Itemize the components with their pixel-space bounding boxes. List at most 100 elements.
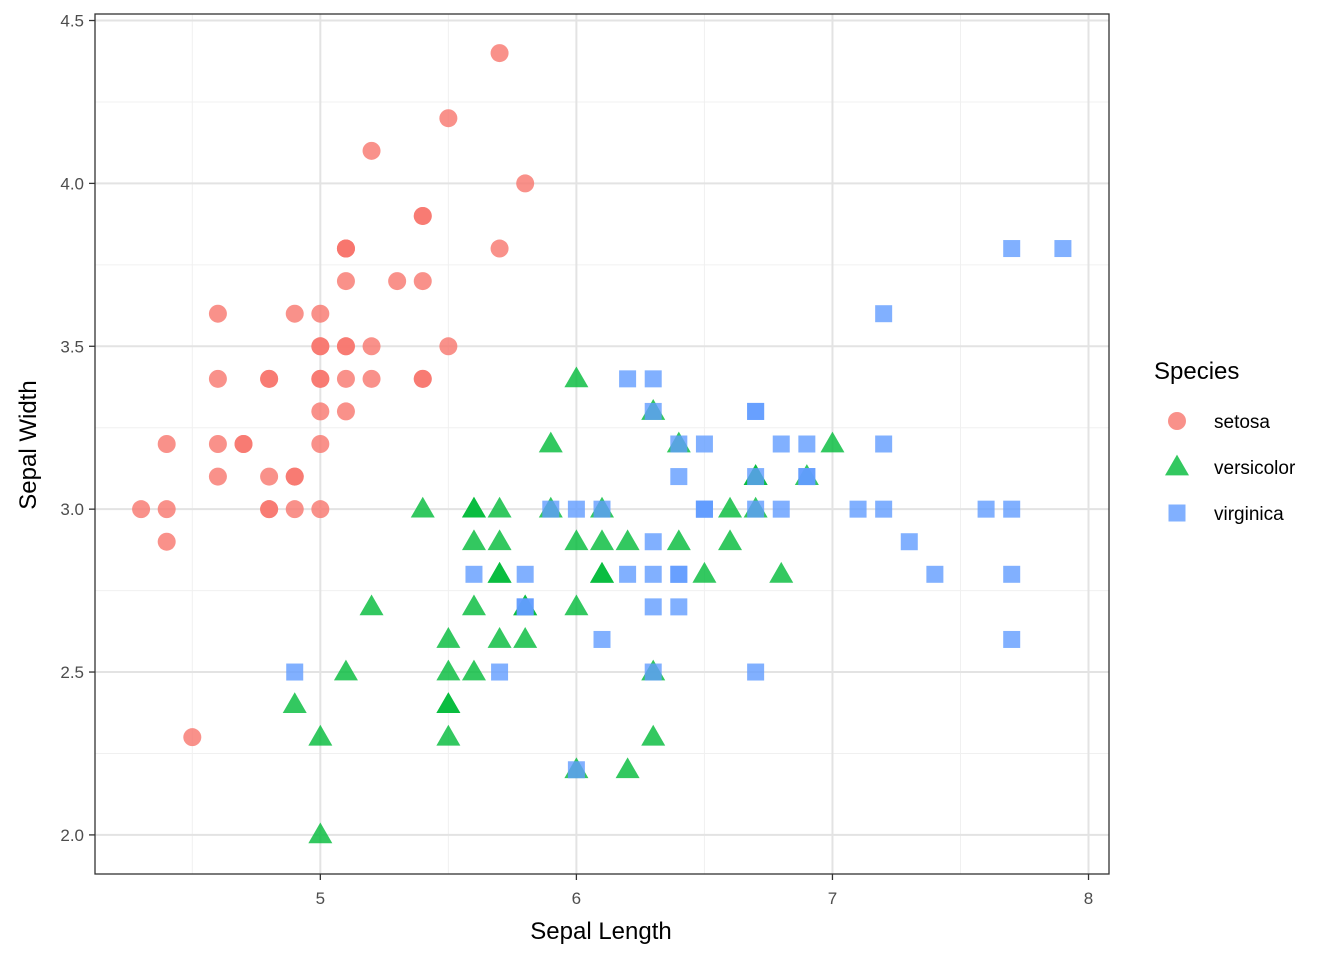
versicolor-point <box>436 627 461 648</box>
virginica-point <box>875 435 893 453</box>
virginica-point <box>849 500 867 518</box>
virginica-point <box>644 533 662 551</box>
virginica-point <box>1003 500 1021 518</box>
versicolor-point <box>564 594 589 616</box>
versicolor-point <box>461 659 486 681</box>
versicolor-point <box>641 724 666 746</box>
setosa-point <box>260 500 279 519</box>
x-tick-label: 7 <box>828 889 837 908</box>
setosa-point <box>336 239 355 258</box>
legend: Species setosa versicolor virginica <box>1154 358 1296 525</box>
x-axis: 5 6 7 8 <box>316 874 1093 908</box>
versicolor-point <box>590 529 614 551</box>
virginica-point <box>670 435 688 453</box>
setosa-point <box>260 369 279 388</box>
virginica-point <box>1003 240 1021 258</box>
setosa-point <box>260 467 279 486</box>
versicolor-point <box>436 692 461 714</box>
versicolor-point <box>333 659 358 681</box>
setosa-point <box>336 337 355 356</box>
setosa-point <box>285 467 304 486</box>
versicolor-point <box>461 496 486 518</box>
versicolor-point <box>282 692 307 714</box>
x-tick-label: 8 <box>1084 889 1093 908</box>
setosa-point <box>157 435 176 453</box>
setosa-point <box>285 304 304 323</box>
versicolor-point <box>410 496 435 518</box>
setosa-point <box>336 402 355 421</box>
versicolor-point <box>436 724 461 746</box>
setosa-point <box>208 467 227 486</box>
virginica-point <box>644 402 662 420</box>
virginica-point <box>516 598 534 616</box>
versicolor-point <box>590 561 614 583</box>
setosa-point <box>157 500 176 519</box>
virginica-point <box>593 500 611 518</box>
virginica-point <box>747 402 765 420</box>
setosa-point <box>439 337 458 356</box>
setosa-point <box>208 369 227 388</box>
versicolor-point <box>615 757 640 779</box>
setosa-point <box>413 272 432 291</box>
setosa-point <box>439 109 458 128</box>
virginica-point <box>619 565 637 583</box>
x-axis-title: Sepal Length <box>530 918 671 945</box>
plot-panel-border <box>94 13 1110 875</box>
versicolor-point <box>718 496 743 518</box>
virginica-point <box>1054 240 1072 258</box>
setosa-point <box>388 272 407 291</box>
virginica-point <box>644 565 662 583</box>
legend-label-setosa: setosa <box>1214 412 1270 433</box>
virginica-point <box>619 370 637 388</box>
versicolor-point <box>820 431 845 453</box>
versicolor-point <box>564 529 589 551</box>
legend-key-versicolor <box>1165 454 1189 476</box>
legend-key-setosa <box>1168 412 1186 430</box>
virginica-point <box>747 663 765 681</box>
virginica-point <box>900 533 918 551</box>
versicolor-point <box>436 659 461 681</box>
y-axis: 2.0 2.5 3.0 3.5 4.0 4.5 <box>60 12 95 845</box>
virginica-point <box>772 500 790 518</box>
setosa-point <box>362 369 381 388</box>
setosa-point <box>362 141 381 160</box>
legend-label-virginica: virginica <box>1214 504 1284 525</box>
virginica-point <box>1003 565 1021 583</box>
setosa-point <box>490 44 509 63</box>
versicolor-point <box>487 529 512 551</box>
virginica-point <box>644 598 662 616</box>
versicolor-point <box>615 529 640 551</box>
versicolor-point <box>538 431 563 453</box>
virginica-point <box>772 435 790 453</box>
virginica-point <box>670 565 688 583</box>
setosa-point <box>311 337 330 356</box>
y-tick-label: 4.0 <box>60 174 84 193</box>
legend-key-virginica <box>1168 504 1186 522</box>
virginica-point <box>516 565 534 583</box>
versicolor-point <box>461 529 486 551</box>
versicolor-point <box>308 724 333 746</box>
virginica-point <box>542 500 560 518</box>
versicolor-point <box>513 627 538 648</box>
virginica-point <box>644 663 662 681</box>
versicolor-point <box>359 594 384 616</box>
x-tick-label: 6 <box>572 889 581 908</box>
versicolor-point <box>692 561 717 583</box>
virginica-point <box>798 468 816 486</box>
virginica-point <box>593 630 611 648</box>
setosa-point <box>413 206 432 225</box>
virginica-point <box>465 565 483 583</box>
setosa-point <box>413 369 432 388</box>
setosa-point <box>311 369 330 388</box>
setosa-point <box>311 500 330 519</box>
setosa-point <box>311 402 330 421</box>
versicolor-point <box>718 529 743 551</box>
setosa-point <box>311 304 330 323</box>
y-axis-title: Sepal Width <box>15 380 42 509</box>
versicolor-point <box>487 627 512 648</box>
virginica-point <box>695 435 713 453</box>
virginica-point <box>644 370 662 388</box>
virginica-point <box>491 663 509 681</box>
setosa-point <box>208 435 227 453</box>
